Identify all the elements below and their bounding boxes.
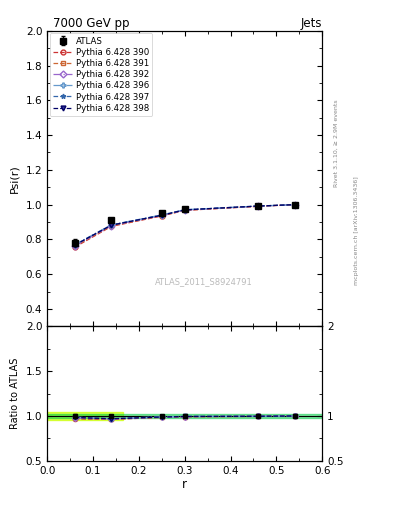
Text: 7000 GeV pp: 7000 GeV pp: [53, 16, 129, 30]
Pythia 6.428 391: [160, 212, 164, 219]
Y-axis label: Ratio to ATLAS: Ratio to ATLAS: [10, 358, 20, 429]
Pythia 6.428 392: [72, 243, 77, 249]
Pythia 6.428 396: [72, 242, 77, 248]
Line: Pythia 6.428 396: Pythia 6.428 396: [72, 202, 297, 247]
Pythia 6.428 390: [109, 223, 114, 229]
Pythia 6.428 398: [292, 202, 297, 208]
Pythia 6.428 397: [292, 202, 297, 208]
Pythia 6.428 398: [72, 242, 77, 248]
Pythia 6.428 397: [160, 212, 164, 218]
Pythia 6.428 392: [182, 207, 187, 213]
Pythia 6.428 391: [72, 243, 77, 249]
Line: Pythia 6.428 398: Pythia 6.428 398: [72, 202, 297, 248]
Pythia 6.428 397: [72, 242, 77, 248]
Pythia 6.428 391: [182, 207, 187, 214]
Text: Rivet 3.1.10, ≥ 2.9M events: Rivet 3.1.10, ≥ 2.9M events: [334, 99, 339, 187]
Pythia 6.428 397: [109, 222, 114, 228]
Y-axis label: Psi(r): Psi(r): [10, 164, 20, 193]
Pythia 6.428 391: [256, 203, 261, 209]
Pythia 6.428 397: [256, 203, 261, 209]
Pythia 6.428 398: [109, 222, 114, 228]
Text: Jets: Jets: [301, 16, 322, 30]
Bar: [47, 412, 123, 419]
Pythia 6.428 396: [292, 202, 297, 208]
Pythia 6.428 391: [109, 223, 114, 229]
Pythia 6.428 390: [72, 244, 77, 250]
Line: Pythia 6.428 391: Pythia 6.428 391: [72, 202, 297, 249]
Pythia 6.428 392: [160, 212, 164, 219]
Pythia 6.428 397: [182, 207, 187, 213]
Pythia 6.428 396: [182, 207, 187, 213]
Legend: ATLAS, Pythia 6.428 390, Pythia 6.428 391, Pythia 6.428 392, Pythia 6.428 396, P: ATLAS, Pythia 6.428 390, Pythia 6.428 39…: [50, 33, 152, 116]
Pythia 6.428 398: [160, 212, 164, 218]
Pythia 6.428 390: [182, 207, 187, 214]
Pythia 6.428 390: [160, 213, 164, 219]
Pythia 6.428 398: [256, 203, 261, 209]
Line: Pythia 6.428 392: Pythia 6.428 392: [72, 202, 297, 248]
X-axis label: r: r: [182, 478, 187, 492]
Line: Pythia 6.428 390: Pythia 6.428 390: [72, 202, 297, 250]
Line: Pythia 6.428 397: Pythia 6.428 397: [72, 202, 297, 247]
Bar: [47, 414, 322, 418]
Pythia 6.428 391: [292, 202, 297, 208]
Pythia 6.428 390: [256, 203, 261, 209]
Pythia 6.428 396: [160, 212, 164, 218]
Pythia 6.428 392: [256, 203, 261, 209]
Text: mcplots.cern.ch [arXiv:1306.3436]: mcplots.cern.ch [arXiv:1306.3436]: [354, 176, 359, 285]
Pythia 6.428 396: [109, 222, 114, 228]
Pythia 6.428 392: [292, 202, 297, 208]
Pythia 6.428 392: [109, 222, 114, 228]
Pythia 6.428 398: [182, 207, 187, 213]
Pythia 6.428 396: [256, 203, 261, 209]
Text: ATLAS_2011_S8924791: ATLAS_2011_S8924791: [155, 278, 253, 287]
Pythia 6.428 390: [292, 202, 297, 208]
